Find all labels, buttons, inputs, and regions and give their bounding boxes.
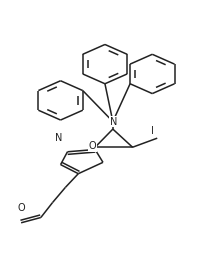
Text: O: O: [88, 141, 96, 151]
Text: N: N: [109, 117, 117, 127]
Text: N: N: [55, 132, 62, 143]
Text: O: O: [18, 203, 25, 213]
Text: I: I: [150, 126, 153, 136]
